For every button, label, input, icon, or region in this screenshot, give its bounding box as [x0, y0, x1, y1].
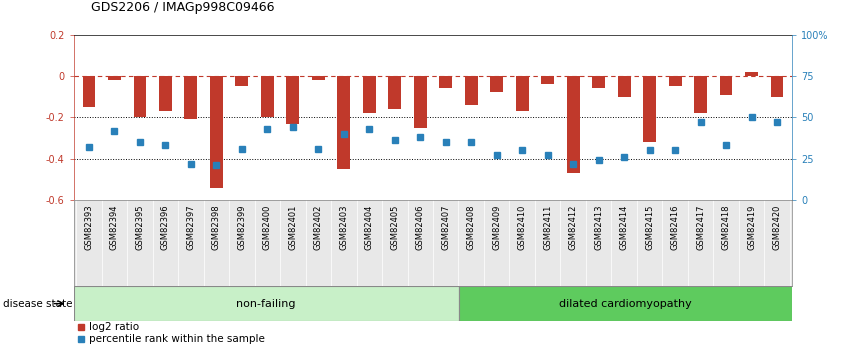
Text: GSM82410: GSM82410 [518, 204, 527, 250]
Bar [363, 76, 376, 113]
Bar [108, 76, 120, 80]
Text: GSM82395: GSM82395 [135, 204, 145, 250]
Bar [592, 76, 605, 88]
Text: GSM82413: GSM82413 [594, 204, 604, 250]
Text: GSM82399: GSM82399 [237, 204, 246, 250]
Bar [74, 286, 459, 321]
Text: GSM82417: GSM82417 [696, 204, 705, 250]
Text: GSM82408: GSM82408 [467, 204, 475, 250]
Text: log2 ratio: log2 ratio [89, 322, 139, 332]
Text: GSM82418: GSM82418 [721, 204, 731, 250]
Text: GSM82409: GSM82409 [492, 204, 501, 250]
Bar [617, 76, 630, 97]
Bar [490, 76, 503, 92]
Text: GSM82411: GSM82411 [543, 204, 553, 250]
Text: GSM82402: GSM82402 [313, 204, 323, 250]
Bar [236, 76, 249, 86]
Text: non-failing: non-failing [236, 299, 296, 308]
Bar [771, 76, 784, 97]
Bar [210, 76, 223, 188]
Text: GSM82398: GSM82398 [212, 204, 221, 250]
Bar [669, 76, 682, 86]
Text: disease state: disease state [3, 299, 72, 308]
Bar [82, 76, 95, 107]
Text: GSM82403: GSM82403 [339, 204, 348, 250]
Text: GSM82404: GSM82404 [365, 204, 374, 250]
Text: GSM82397: GSM82397 [186, 204, 196, 250]
Text: GSM82405: GSM82405 [391, 204, 399, 250]
Text: percentile rank within the sample: percentile rank within the sample [89, 334, 265, 344]
Text: GSM82394: GSM82394 [110, 204, 119, 250]
Bar [541, 76, 554, 84]
Text: GDS2206 / IMAGp998C09466: GDS2206 / IMAGp998C09466 [91, 1, 275, 14]
Bar [459, 286, 792, 321]
Bar [643, 76, 656, 142]
Text: GSM82393: GSM82393 [84, 204, 94, 250]
Text: GSM82401: GSM82401 [288, 204, 297, 250]
Bar [746, 72, 758, 76]
Bar [184, 76, 197, 119]
Text: GSM82396: GSM82396 [161, 204, 170, 250]
Bar [338, 76, 350, 169]
Text: GSM82406: GSM82406 [416, 204, 424, 250]
Bar [133, 76, 146, 117]
Text: GSM82415: GSM82415 [645, 204, 654, 250]
Bar [439, 76, 452, 88]
Text: GSM82419: GSM82419 [747, 204, 756, 250]
Bar [465, 76, 478, 105]
Bar [414, 76, 427, 128]
Text: GSM82407: GSM82407 [442, 204, 450, 250]
Text: GSM82414: GSM82414 [620, 204, 629, 250]
Text: GSM82416: GSM82416 [670, 204, 680, 250]
Text: GSM82420: GSM82420 [772, 204, 782, 250]
Text: GSM82400: GSM82400 [262, 204, 272, 250]
Bar [287, 76, 299, 124]
Bar [388, 76, 401, 109]
Text: dilated cardiomyopathy: dilated cardiomyopathy [559, 299, 692, 308]
Bar [516, 76, 528, 111]
Bar [159, 76, 171, 111]
Text: GSM82412: GSM82412 [569, 204, 578, 250]
Bar [567, 76, 579, 173]
Bar [720, 76, 733, 95]
Bar [312, 76, 325, 80]
Bar [261, 76, 274, 117]
Bar [695, 76, 707, 113]
